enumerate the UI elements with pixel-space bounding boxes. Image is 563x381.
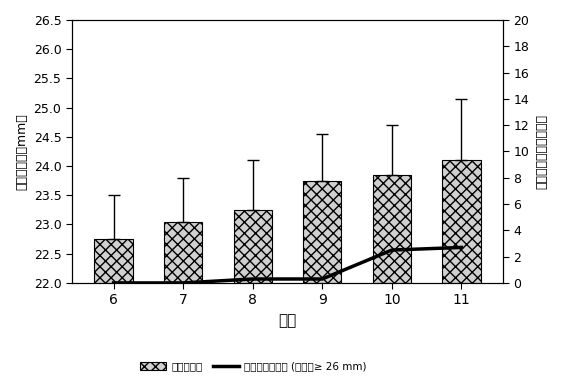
- Bar: [95, 239, 133, 283]
- Legend: 平均眼軸長, 強度近視有病率 (眼軸長≥ 26 mm): 平均眼軸長, 強度近視有病率 (眼軸長≥ 26 mm): [136, 357, 371, 376]
- Y-axis label: 強度近視有病率（％）: 強度近視有病率（％）: [535, 114, 548, 189]
- Bar: [443, 160, 481, 283]
- Y-axis label: 平均眼軸長（mm）: 平均眼軸長（mm）: [15, 113, 28, 190]
- Bar: [164, 222, 202, 283]
- Bar: [234, 210, 272, 283]
- Bar: [373, 175, 411, 283]
- Bar: [303, 181, 341, 283]
- X-axis label: 年齢: 年齢: [278, 313, 297, 328]
